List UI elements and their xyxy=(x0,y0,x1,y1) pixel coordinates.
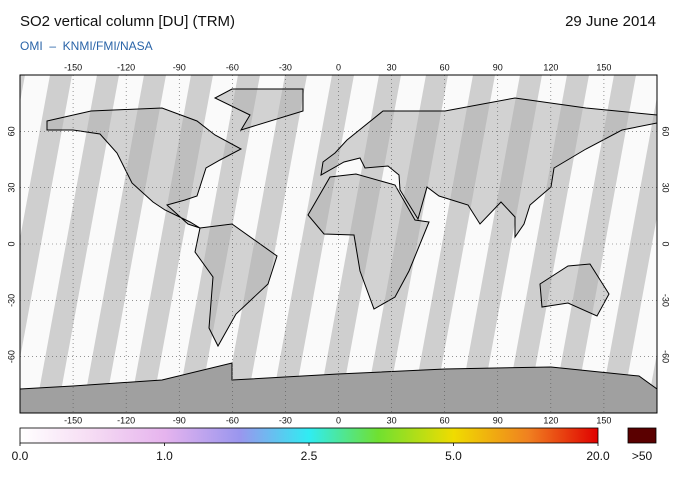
colorbar-overflow xyxy=(627,427,657,444)
south-america xyxy=(194,223,278,348)
lon-label-top: 30 xyxy=(387,62,397,72)
map-ticks: -150 -150 -120 -120 -90 -90 -60 -60 -30 -30 0 0 30 30… xyxy=(6,62,670,425)
lat-label-right: 60 xyxy=(661,126,671,136)
lon-label-top: -90 xyxy=(173,62,186,72)
lon-label-bottom: -60 xyxy=(226,415,239,425)
lon-label-top: 90 xyxy=(493,62,503,72)
lon-label-bottom: 90 xyxy=(493,415,503,425)
lat-label-left: 60 xyxy=(6,126,16,136)
source: OMI – KNMI/FMI/NASA xyxy=(20,39,153,53)
lat-label-left: 30 xyxy=(6,183,16,193)
lon-label-top: 0 xyxy=(336,62,341,72)
australia xyxy=(539,263,610,317)
colorbar-label: 20.0 xyxy=(586,449,610,463)
lon-label-top: -120 xyxy=(117,62,135,72)
lat-label-right: -30 xyxy=(661,294,671,307)
lon-label-bottom: 150 xyxy=(596,415,611,425)
lon-label-bottom: -150 xyxy=(64,415,82,425)
date: 29 June 2014 xyxy=(565,13,656,30)
greenland xyxy=(213,88,304,131)
colorbar-ticks: 0.0 1.0 2.5 5.0 20.0 xyxy=(12,443,610,463)
lat-label-left: -30 xyxy=(6,294,16,307)
colorbar-label: 5.0 xyxy=(445,449,462,463)
lat-label-right: 0 xyxy=(661,241,671,246)
swath xyxy=(552,75,636,413)
colorbar-label: 0.0 xyxy=(12,449,29,463)
lat-label-left: -60 xyxy=(6,350,16,363)
lon-label-top: -150 xyxy=(64,62,82,72)
north-america xyxy=(46,107,243,229)
lon-label-bottom: 120 xyxy=(543,415,558,425)
lon-label-bottom: 60 xyxy=(440,415,450,425)
overflow-label: >50 xyxy=(632,449,653,463)
lon-label-top: 150 xyxy=(596,62,611,72)
lon-label-bottom: 30 xyxy=(387,415,397,425)
title: SO2 vertical column [DU] (TRM) xyxy=(20,13,235,30)
lon-label-top: 120 xyxy=(543,62,558,72)
lon-label-bottom: -120 xyxy=(117,415,135,425)
lon-label-bottom: -90 xyxy=(173,415,186,425)
colorbar xyxy=(19,427,599,444)
swath xyxy=(20,75,25,103)
map xyxy=(20,75,657,413)
lon-label-bottom: 0 xyxy=(336,415,341,425)
graticule xyxy=(20,75,657,413)
map-frame xyxy=(19,74,658,414)
swath xyxy=(599,96,657,413)
lat-label-left: 0 xyxy=(6,241,16,246)
lon-label-top: 60 xyxy=(440,62,450,72)
lon-label-top: -30 xyxy=(279,62,292,72)
lon-label-top: -60 xyxy=(226,62,239,72)
colorbar-label: 1.0 xyxy=(156,449,173,463)
lat-label-right: 30 xyxy=(661,183,671,193)
colorbar-label: 2.5 xyxy=(301,449,318,463)
eurasia xyxy=(320,97,657,239)
lon-label-bottom: -30 xyxy=(279,415,292,425)
lat-label-right: -60 xyxy=(661,350,671,363)
swath xyxy=(20,75,72,359)
